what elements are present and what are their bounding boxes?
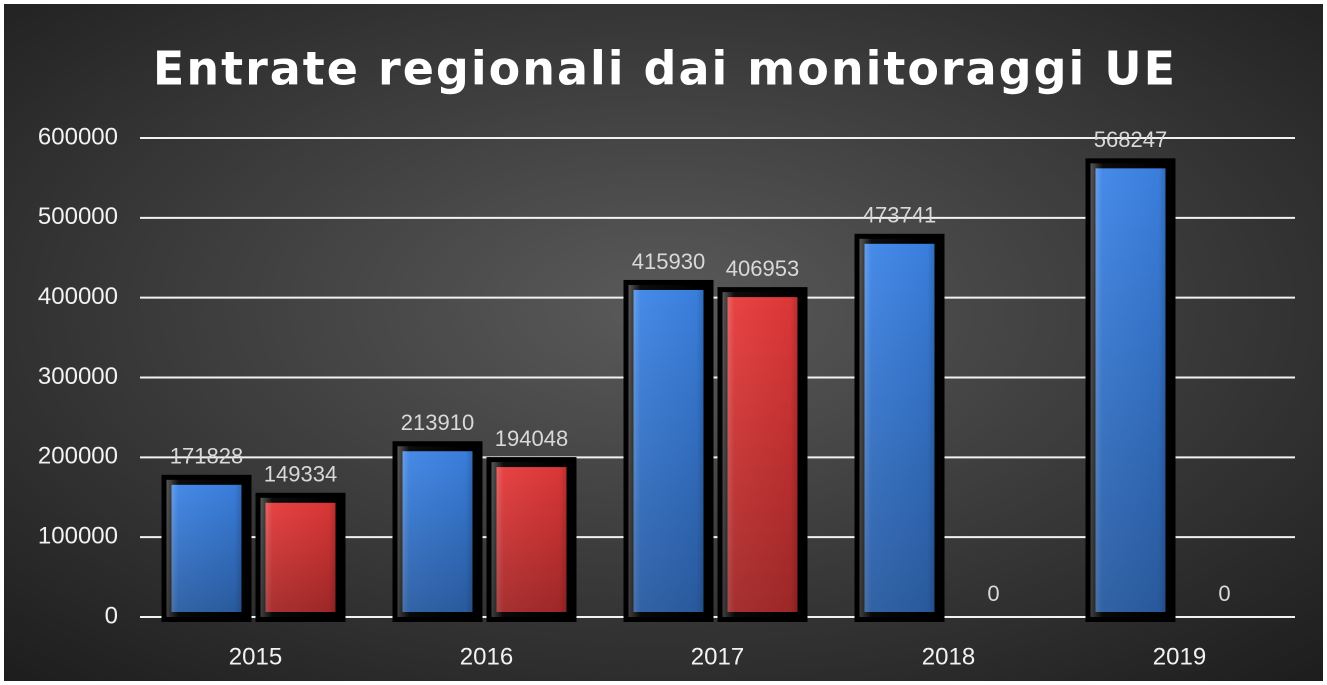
- chart-title: Entrate regionali dai monitoraggi UE: [153, 42, 1177, 96]
- x-tick-label: 2015: [229, 643, 282, 670]
- value-label: 568247: [1094, 127, 1167, 152]
- x-tick-label: 2019: [1153, 643, 1206, 670]
- y-tick-label: 400000: [38, 283, 118, 310]
- y-tick-label: 0: [105, 602, 118, 629]
- y-tick-label: 300000: [38, 363, 118, 390]
- bar-shade: [722, 292, 803, 617]
- value-label: 171828: [170, 444, 243, 469]
- y-tick-label: 500000: [38, 203, 118, 230]
- bar-shade: [166, 479, 247, 617]
- x-tick-label: 2017: [691, 643, 744, 670]
- x-tick-label: 2016: [460, 643, 513, 670]
- value-label: 473741: [863, 203, 936, 228]
- bar-shade: [859, 238, 940, 618]
- bar-shade: [1090, 163, 1171, 617]
- y-tick-label: 200000: [38, 443, 118, 470]
- value-label: 149334: [264, 462, 337, 487]
- value-label: 213910: [401, 410, 474, 435]
- bar-shade: [397, 446, 478, 617]
- y-tick-label: 600000: [38, 123, 118, 150]
- x-tick-label: 2018: [922, 643, 975, 670]
- bar-shade: [260, 497, 341, 617]
- bar-shade: [491, 462, 572, 617]
- value-label: 194048: [495, 426, 568, 451]
- y-tick-label: 100000: [38, 523, 118, 550]
- value-label: 0: [987, 581, 999, 606]
- value-label: 0: [1218, 581, 1230, 606]
- bar-shade: [628, 284, 709, 617]
- value-label: 415930: [632, 249, 705, 274]
- value-label: 406953: [726, 256, 799, 281]
